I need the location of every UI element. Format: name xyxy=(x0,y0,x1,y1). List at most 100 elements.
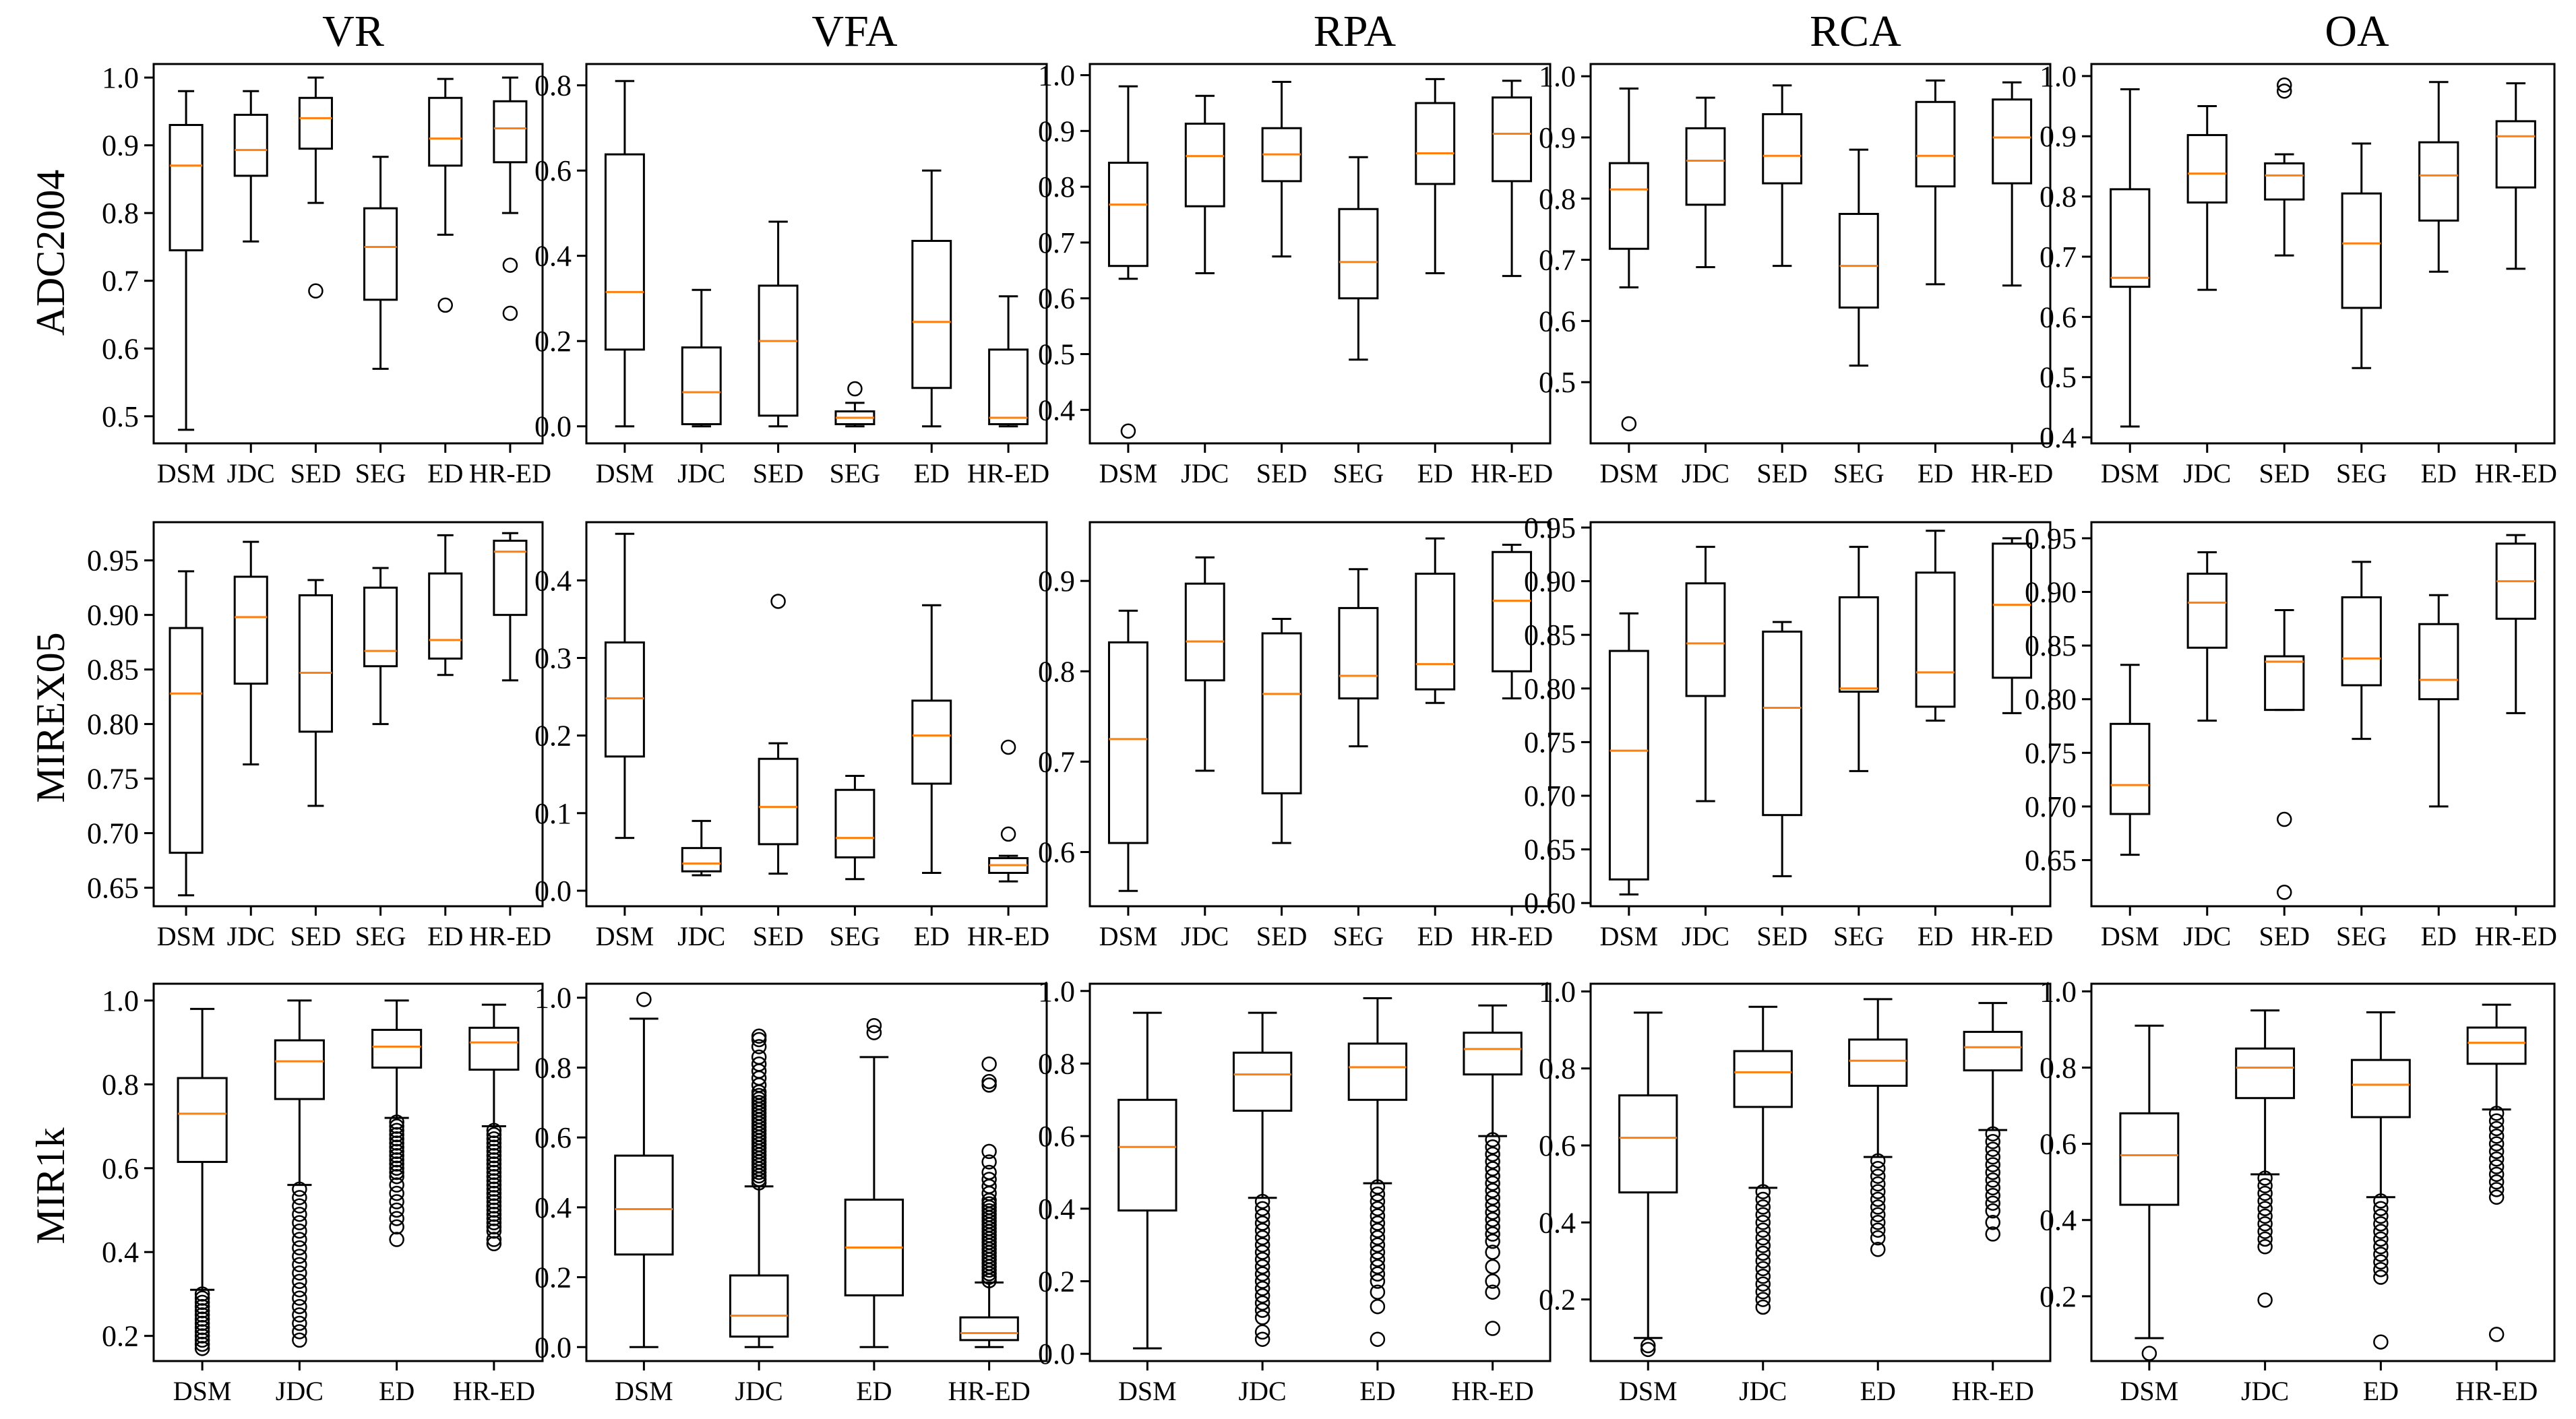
y-tick-label: 0.0 xyxy=(534,875,572,908)
box-jdc xyxy=(2235,1009,2296,1308)
y-tick-label: 0.6 xyxy=(102,332,139,365)
x-tick-label: ED xyxy=(856,1376,892,1406)
box-sed xyxy=(298,76,333,299)
outlier-point xyxy=(751,1095,767,1110)
x-tick-label: ED xyxy=(1918,921,1953,951)
outlier-point xyxy=(2488,1189,2505,1205)
box-hr-ed xyxy=(1963,1002,2023,1242)
outlier-point xyxy=(2257,1193,2273,1209)
outlier-point xyxy=(1985,1126,2000,1142)
outlier-point xyxy=(1370,1244,1386,1260)
outlier-point xyxy=(1985,1157,2000,1172)
column-title-oa: OA xyxy=(2325,7,2389,56)
iqr-box xyxy=(681,847,722,873)
iqr-box xyxy=(1117,1098,1177,1212)
outlier-point xyxy=(292,1273,307,1290)
outlier-point xyxy=(389,1147,404,1164)
x-tick-label: ED xyxy=(1417,458,1453,488)
outlier-point xyxy=(486,1164,502,1180)
iqr-box xyxy=(1685,582,1726,697)
outlier-point xyxy=(486,1131,502,1147)
outlier-point xyxy=(2488,1182,2505,1197)
y-tick-label: 0.65 xyxy=(2025,844,2077,877)
outlier-point xyxy=(194,1332,210,1348)
plot-frame xyxy=(1589,63,2052,445)
outlier-point xyxy=(1755,1199,1771,1215)
x-tick-label: SED xyxy=(1756,921,1808,951)
outlier-point xyxy=(1755,1222,1771,1238)
iqr-box xyxy=(371,1028,423,1069)
outlier-point xyxy=(2488,1174,2505,1190)
outlier-point xyxy=(1870,1191,1886,1207)
y-tick-label: 0.95 xyxy=(2025,522,2077,555)
x-tick-label: HR-ED xyxy=(1971,458,2053,488)
x-tick-label: ED xyxy=(1918,458,1953,488)
outlier-point xyxy=(292,1324,307,1339)
panel-adc2004-rpa: 0.4 0.5 0.6 0.7 0.8 0.9 1.0 DSM JDC SED SEG ED HR-ED xyxy=(1038,59,1553,488)
outlier-point xyxy=(847,381,863,397)
x-tick-label: JDC xyxy=(2241,1376,2289,1406)
outlier-point xyxy=(389,1160,404,1176)
iqr-box xyxy=(1338,606,1379,700)
outlier-point xyxy=(1254,1273,1270,1289)
outlier-point xyxy=(770,594,786,609)
outlier-point xyxy=(194,1311,210,1327)
outlier-point xyxy=(1370,1237,1386,1253)
y-tick-label: 0.7 xyxy=(1539,244,1576,277)
outlier-point xyxy=(194,1303,210,1319)
outlier-point xyxy=(2257,1185,2273,1201)
iqr-box xyxy=(1338,208,1379,300)
box-dsm xyxy=(614,992,674,1348)
outlier-point xyxy=(636,992,652,1007)
outlier-point xyxy=(2257,1201,2273,1216)
x-tick-label: HR-ED xyxy=(2475,458,2557,488)
y-tick-label: 0.0 xyxy=(534,1331,572,1364)
y-tick-label: 0.6 xyxy=(1038,1120,1075,1153)
x-tick-label: ED xyxy=(914,458,950,488)
outlier-point xyxy=(2257,1239,2273,1255)
box-sed xyxy=(1261,80,1302,258)
outlier-point xyxy=(502,257,518,273)
box-ed xyxy=(428,534,463,676)
outlier-point xyxy=(2373,1261,2389,1278)
outlier-point xyxy=(1755,1276,1771,1292)
outlier-point xyxy=(1870,1153,1886,1169)
y-tick-label: 0.0 xyxy=(534,410,572,443)
box-seg xyxy=(363,567,398,726)
y-tick-label: 0.9 xyxy=(1539,121,1576,154)
panel-mir1k-rpa: 0.0 0.2 0.4 0.6 0.8 1.0 DSM JDC ED HR-ED xyxy=(1038,975,1552,1406)
outlier-point xyxy=(2257,1224,2273,1239)
outlier-point xyxy=(1370,1187,1386,1202)
outlier-point xyxy=(2488,1106,2505,1121)
outlier-point xyxy=(2257,1178,2273,1194)
outlier-point xyxy=(751,1087,767,1104)
iqr-box xyxy=(468,1026,520,1071)
x-tick-label: DSM xyxy=(596,458,654,488)
y-tick-label: 0.9 xyxy=(102,129,139,162)
outlier-point xyxy=(1755,1284,1771,1300)
outlier-point xyxy=(2257,1216,2273,1232)
outlier-point xyxy=(2257,1231,2273,1247)
outlier-point xyxy=(292,1215,307,1230)
iqr-box xyxy=(2341,596,2382,687)
box-ed xyxy=(1415,77,1456,274)
outlier-point xyxy=(2373,1201,2389,1216)
x-tick-label: DSM xyxy=(1099,458,1158,488)
box-seg xyxy=(834,381,876,428)
outlier-point xyxy=(866,1025,882,1040)
outlier-point xyxy=(1485,1259,1500,1275)
outlier-point xyxy=(437,297,453,313)
outlier-point xyxy=(1370,1266,1386,1282)
iqr-box xyxy=(233,113,268,177)
iqr-box xyxy=(1415,102,1456,185)
outlier-point xyxy=(1485,1321,1500,1336)
y-tick-label: 0.3 xyxy=(534,642,572,675)
iqr-box xyxy=(1107,162,1148,267)
outlier-point xyxy=(292,1190,307,1205)
plot-frame xyxy=(585,982,1048,1362)
plot-frame xyxy=(585,63,1048,445)
iqr-box xyxy=(2495,120,2536,189)
outlier-point xyxy=(981,1164,997,1180)
box-hr-ed xyxy=(468,1003,520,1252)
y-tick-label: 0.60 xyxy=(1524,887,1576,920)
